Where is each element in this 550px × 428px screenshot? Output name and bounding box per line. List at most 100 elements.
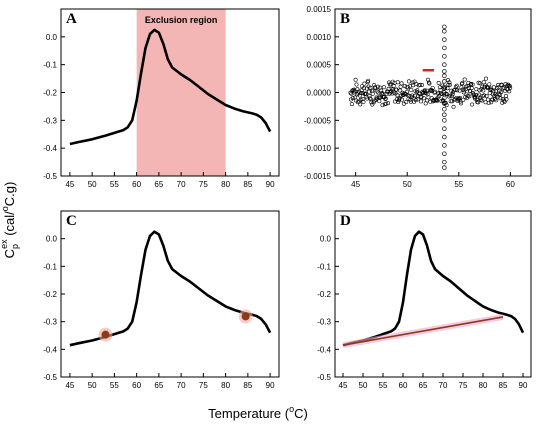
x-tick-label: 50 (88, 381, 97, 390)
x-tick-label: 60 (506, 180, 515, 189)
residual-point (373, 85, 378, 90)
baseline-line (342, 316, 504, 346)
x-tick-label: 80 (221, 381, 230, 390)
baseline-point (101, 330, 110, 339)
residual-point (491, 89, 496, 94)
x-tick-label: 45 (65, 180, 74, 189)
x-tick-label: 70 (177, 381, 186, 390)
residual-point (376, 90, 381, 95)
residual-point (490, 97, 495, 102)
x-tick-label: 65 (154, 180, 163, 189)
plot-frame (334, 210, 532, 378)
residual-point (442, 79, 447, 84)
residual-point (442, 95, 447, 101)
residual-point (447, 82, 452, 87)
residual-point (442, 101, 447, 106)
residual-point (430, 85, 435, 90)
x-tick-label: 45 (351, 180, 360, 189)
residual-point (367, 96, 372, 101)
residual-point (418, 82, 423, 87)
residual-point (487, 82, 492, 87)
x-tick-label: 50 (403, 180, 412, 189)
residual-point (380, 103, 385, 108)
plot-frame (60, 210, 280, 378)
x-tick-label: 65 (154, 381, 163, 390)
residual-point (401, 101, 406, 106)
residual-point (487, 91, 492, 96)
residual-point (432, 89, 437, 94)
residual-point (384, 101, 389, 106)
residual-point (358, 102, 363, 107)
residual-point (463, 87, 468, 92)
residual-point (419, 99, 424, 104)
residual-point (380, 90, 385, 95)
y-tick-label: -0.1 (43, 61, 57, 70)
y-tick-label: -0.0005 (304, 116, 332, 125)
residual-point (395, 93, 400, 98)
residual-point (481, 88, 486, 93)
y-tick-label: 0.0015 (307, 5, 332, 14)
y-tick-label: 0.0010 (307, 33, 332, 42)
residual-point (442, 84, 447, 90)
residual-point (361, 91, 366, 96)
residual-point (507, 84, 512, 89)
x-tick-label: 85 (243, 180, 252, 189)
residual-point (504, 97, 509, 102)
residual-point (442, 159, 447, 165)
residual-point (365, 96, 370, 101)
residual-point (412, 79, 417, 84)
residual-point (407, 93, 412, 98)
x-tick-label: 75 (199, 381, 208, 390)
residual-point (352, 89, 357, 94)
residual-point (427, 81, 432, 86)
baseline-point (241, 312, 250, 321)
residual-point (458, 99, 463, 104)
residual-point (361, 99, 366, 104)
residual-point (501, 85, 506, 90)
y-tick-label: -0.1 (317, 262, 331, 271)
residual-point (367, 94, 372, 99)
panel-a: Exclusion region 45 50 55 60 65 70 75 80 85 90 -0.5… (43, 8, 280, 189)
panel-label: D (340, 213, 351, 229)
residual-point (479, 98, 484, 103)
residual-point (459, 81, 464, 86)
residual-point (404, 99, 409, 104)
x-tick-label: 85 (243, 381, 252, 390)
residual-point (470, 82, 475, 87)
x-tick-label: 55 (454, 180, 463, 189)
x-tick-label: 80 (221, 180, 230, 189)
residual-point (498, 96, 503, 101)
panel-b: 45 50 55 60 -0.0015 -0.0010 -0.0005 0.0000 0.000… (304, 5, 532, 189)
y-tick-label: -0.5 (43, 172, 57, 181)
residual-point (461, 90, 466, 95)
x-tick-label: 65 (419, 381, 428, 390)
residual-point (421, 96, 426, 101)
x-tick-label: 60 (132, 180, 141, 189)
y-tick-label: -0.4 (43, 345, 57, 354)
residual-point (410, 80, 415, 85)
y-tick-label: -0.0010 (304, 144, 332, 153)
residual-point (348, 90, 353, 95)
panel-label: B (340, 11, 350, 27)
residual-point (419, 94, 424, 99)
residual-point (447, 80, 452, 85)
residual-point (371, 88, 376, 93)
residual-point (383, 96, 388, 101)
residual-point (502, 99, 507, 104)
residual-point (353, 77, 358, 82)
y-tick-label: -0.3 (317, 318, 331, 327)
residual-point (458, 101, 463, 106)
residual-point (442, 106, 447, 112)
residual-point (442, 126, 447, 131)
residual-point (349, 102, 354, 107)
residual-point (428, 99, 433, 104)
residual-point (363, 92, 368, 97)
x-tick-label: 50 (88, 180, 97, 189)
residual-point (442, 29, 447, 34)
residual-point (467, 94, 472, 99)
residual-point (442, 143, 447, 148)
x-tick-label: 55 (379, 381, 388, 390)
x-tick-label: 75 (199, 180, 208, 189)
residual-point (476, 100, 481, 105)
residual-point (451, 90, 456, 95)
